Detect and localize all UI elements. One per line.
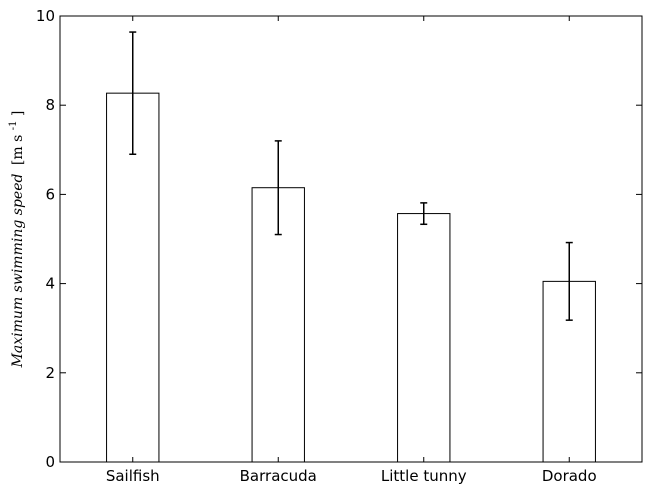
x-tick-label: Dorado — [542, 467, 597, 485]
y-tick-label: 2 — [45, 364, 55, 382]
x-tick-label: Little tunny — [381, 467, 467, 485]
plot-frame — [59, 15, 643, 463]
error-bars-layer — [129, 31, 573, 321]
y-tick-label: 0 — [45, 453, 55, 471]
y-tick-label: 4 — [45, 275, 55, 293]
y-axis-label-unit: [m s — [10, 135, 26, 165]
y-tick-label: 10 — [36, 7, 55, 25]
bars-layer — [106, 92, 596, 463]
y-axis-label: Maximum swimming speed [m s -1 ] — [4, 111, 26, 369]
error-bar-barracuda — [274, 140, 282, 236]
error-bar-dorado — [565, 241, 573, 321]
y-axis-label-unit-close: ] — [10, 111, 26, 116]
y-axis-label-quantity: Maximum swimming speed — [10, 174, 26, 369]
x-axis-ticks: Sailfish Barracuda Little tunny Dorado — [106, 16, 597, 485]
y-tick-label: 6 — [45, 185, 55, 203]
x-tick-label: Sailfish — [106, 467, 160, 485]
error-bar-sailfish — [129, 31, 137, 156]
y-axis-label-unit-exponent: -1 — [8, 121, 19, 131]
y-tick-label: 8 — [45, 96, 55, 114]
error-bar-little-tunny — [420, 202, 428, 226]
bar-little-tunny — [397, 213, 451, 463]
x-tick-label: Barracuda — [240, 467, 317, 485]
